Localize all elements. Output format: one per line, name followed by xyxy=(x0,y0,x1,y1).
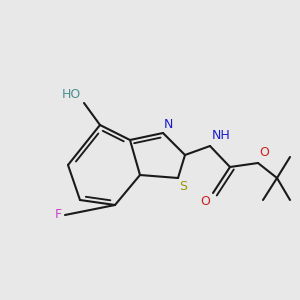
Text: NH: NH xyxy=(212,129,231,142)
Text: F: F xyxy=(55,208,62,221)
Text: O: O xyxy=(259,146,269,159)
Text: S: S xyxy=(179,180,187,193)
Text: N: N xyxy=(164,118,173,131)
Text: HO: HO xyxy=(62,88,81,101)
Text: O: O xyxy=(200,195,210,208)
